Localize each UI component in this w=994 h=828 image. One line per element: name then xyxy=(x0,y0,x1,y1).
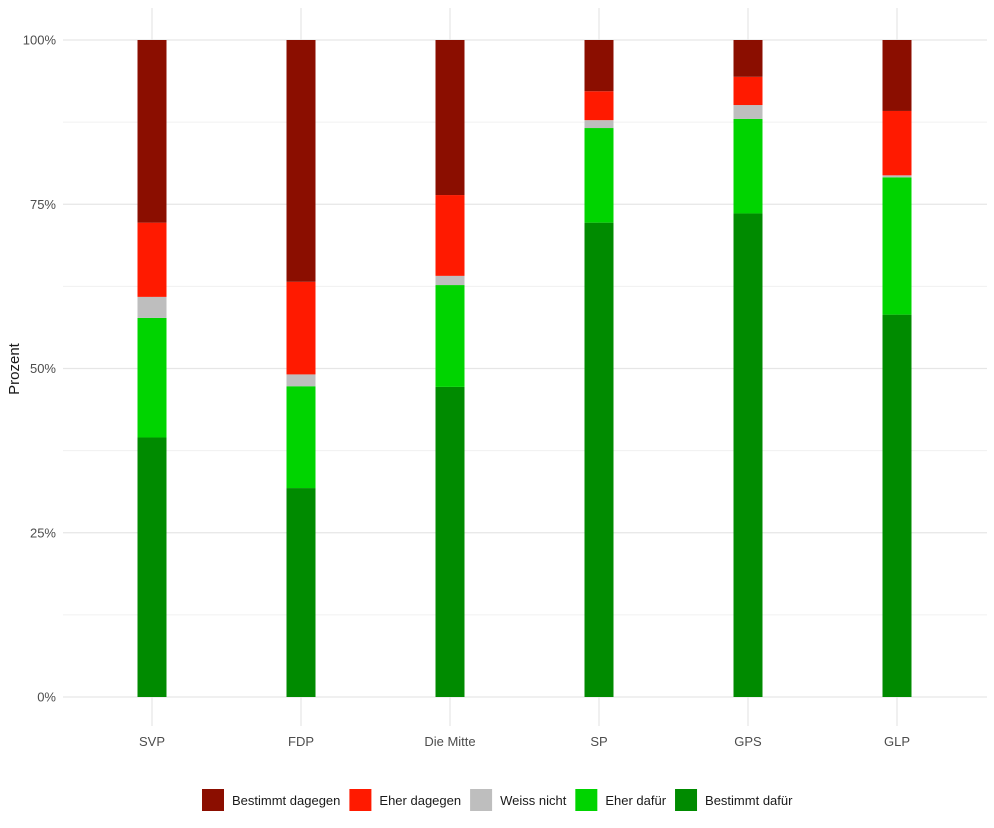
legend-key xyxy=(470,789,493,811)
x-tick-label: Die Mitte xyxy=(424,734,475,749)
bar-segment xyxy=(584,128,614,223)
bar-segment xyxy=(733,213,763,697)
bar-segment xyxy=(584,40,614,92)
legend-key xyxy=(675,789,698,811)
bar-segment xyxy=(137,437,167,697)
bar-segment xyxy=(435,386,465,697)
legend-label: Weiss nicht xyxy=(500,793,567,808)
bar-segment xyxy=(584,120,614,129)
bar-segment xyxy=(286,281,316,375)
bar-segment xyxy=(435,195,465,276)
y-tick-label: 75% xyxy=(30,197,56,212)
bar-segment xyxy=(882,177,912,315)
y-tick-label: 100% xyxy=(23,33,57,48)
bar-segment xyxy=(137,296,167,318)
y-axis-label: Prozent xyxy=(6,342,23,395)
bar-segment xyxy=(733,118,763,214)
x-tick-label: SVP xyxy=(139,734,165,749)
bar-segment xyxy=(882,110,912,176)
y-tick-label: 25% xyxy=(30,525,56,540)
x-tick-label: GLP xyxy=(884,734,910,749)
legend-label: Bestimmt dafür xyxy=(705,793,793,808)
x-tick-label: SP xyxy=(590,734,607,749)
bar-segment xyxy=(286,488,316,697)
bar-segment xyxy=(286,386,316,489)
bar-segment xyxy=(584,91,614,121)
bar-segment xyxy=(882,175,912,178)
bar-segment xyxy=(137,222,167,297)
legend-key xyxy=(575,789,598,811)
bar-segment xyxy=(733,40,763,77)
y-tick-label: 0% xyxy=(37,690,56,705)
legend-label: Bestimmt dagegen xyxy=(232,793,340,808)
minor-gridlines xyxy=(63,121,987,616)
bars xyxy=(137,40,912,697)
legend-label: Eher dagegen xyxy=(379,793,461,808)
x-tick-label: FDP xyxy=(288,734,314,749)
bar-segment xyxy=(733,76,763,106)
legend-label: Eher dafür xyxy=(605,793,666,808)
bar-segment xyxy=(733,105,763,119)
bar-segment xyxy=(435,285,465,387)
legend-key xyxy=(349,789,372,811)
bar-segment xyxy=(435,40,465,196)
major-gridlines xyxy=(63,8,987,726)
bar-segment xyxy=(137,40,167,223)
x-tick-label: GPS xyxy=(734,734,762,749)
y-axis-ticks: 0% 25% 50% 75% 100% xyxy=(23,33,57,705)
bar-segment xyxy=(137,317,167,438)
bar-segment xyxy=(882,40,912,111)
bar-segment xyxy=(286,40,316,282)
x-axis-ticks: SVP FDP Die Mitte SP GPS GLP xyxy=(139,734,910,749)
bar-segment xyxy=(584,222,614,697)
bar-segment xyxy=(882,314,912,697)
y-tick-label: 50% xyxy=(30,361,56,376)
legend-key xyxy=(202,789,224,811)
legend: Bestimmt dagegen Eher dagegen Weiss nicht E… xyxy=(202,789,793,811)
bar-segment xyxy=(286,374,316,387)
bar-segment xyxy=(435,275,465,286)
